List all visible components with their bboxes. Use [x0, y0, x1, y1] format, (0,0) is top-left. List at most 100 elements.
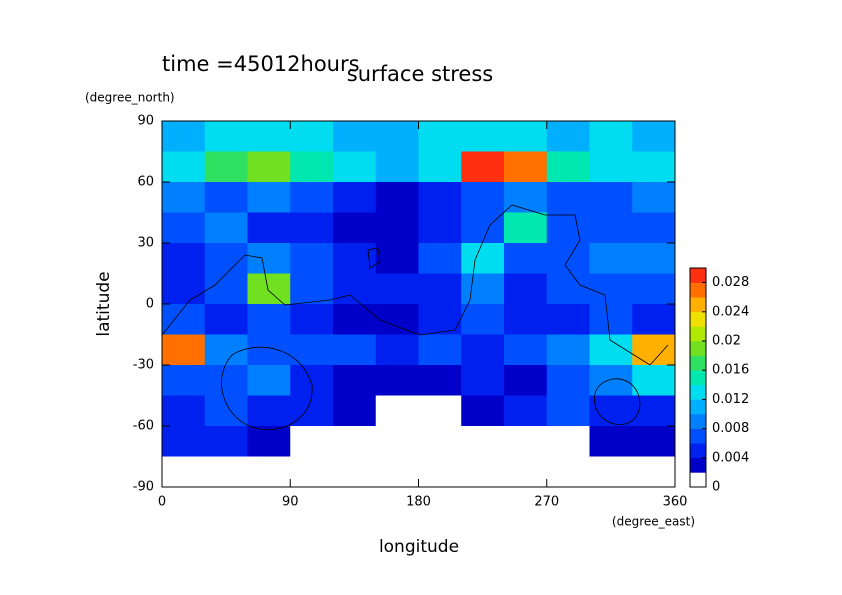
contour-cell — [204, 304, 248, 335]
contour-cell — [546, 182, 590, 213]
contour-cell — [632, 151, 676, 183]
x-axis-label: longitude — [379, 537, 459, 557]
colorbar-tick-label: 0.008 — [712, 421, 749, 436]
coastline — [161, 204, 669, 366]
contour-cell — [247, 182, 291, 213]
contour-cell — [204, 365, 248, 396]
colorbar-band — [690, 297, 706, 313]
contour-cell — [290, 121, 334, 152]
contour-cell — [589, 426, 633, 457]
contour-cell — [504, 304, 548, 335]
colorbar-band — [690, 428, 706, 444]
colorbar-band — [690, 443, 706, 459]
contour-cell — [589, 304, 633, 335]
contour-cell — [375, 304, 419, 335]
contour-cell — [162, 365, 206, 396]
contour-cell — [632, 456, 676, 488]
colorbar-band — [690, 399, 706, 415]
colorbar-band — [690, 370, 706, 386]
contour-cell — [162, 182, 206, 213]
contour-cell — [375, 395, 419, 427]
contour-cell — [333, 212, 377, 244]
contour-cell — [333, 426, 377, 457]
contour-cell — [632, 426, 676, 457]
y-tick-label: 60 — [137, 175, 154, 190]
contour-cell — [632, 212, 676, 244]
contour-cell — [504, 365, 548, 396]
contour-cell — [204, 151, 248, 183]
contour-cell — [504, 426, 548, 457]
contour-cell — [375, 456, 419, 488]
colorbar-band — [690, 282, 706, 298]
y-tick-label: 30 — [137, 236, 154, 251]
contour-cell — [162, 273, 206, 305]
contour-cell — [546, 334, 590, 366]
contour-cell — [333, 243, 377, 274]
contour-cell — [333, 151, 377, 183]
contour-cell — [333, 304, 377, 335]
contour-cell — [418, 273, 462, 305]
contour-cell — [204, 182, 248, 213]
colorbar-band — [690, 326, 706, 342]
colorbar-band — [690, 311, 706, 327]
y-tick-label: 0 — [146, 297, 154, 312]
contour-cell — [418, 212, 462, 244]
contour-cell — [418, 334, 462, 366]
contour-cell — [375, 151, 419, 183]
contour-cell — [418, 456, 462, 488]
contour-cell — [162, 334, 206, 366]
contour-cell — [546, 121, 590, 152]
contour-cell — [247, 243, 291, 274]
contour-cell — [290, 182, 334, 213]
contour-cell — [247, 151, 291, 183]
contour-cell — [247, 121, 291, 152]
contour-cell — [546, 426, 590, 457]
contour-cell — [589, 212, 633, 244]
contour-cell — [418, 426, 462, 457]
contour-cell — [375, 365, 419, 396]
colorbar-band — [690, 268, 706, 283]
y-unit: (degree_north) — [85, 91, 175, 105]
colorbar-tick-label: 0.024 — [712, 304, 749, 319]
axes: 0 90 180 270 360 -90 -60 -30 0 30 60 90 — [133, 114, 688, 510]
contour-cell — [375, 212, 419, 244]
contour-cell — [461, 304, 505, 335]
contour-cell — [204, 243, 248, 274]
contour-field — [162, 121, 676, 488]
contour-cell — [632, 365, 676, 396]
contour-cell — [546, 273, 590, 305]
contour-cell — [418, 151, 462, 183]
coastline — [221, 346, 313, 430]
contour-cell — [418, 365, 462, 396]
contour-cell — [375, 334, 419, 366]
contour-cell — [461, 456, 505, 488]
contour-cell — [333, 334, 377, 366]
y-tick-label: -90 — [133, 480, 154, 495]
colorbar-band — [690, 472, 706, 488]
contour-cell — [162, 212, 206, 244]
contour-cell — [546, 151, 590, 183]
contour-cell — [461, 395, 505, 427]
contour-cell — [461, 426, 505, 457]
contour-cell — [589, 151, 633, 183]
contour-cell — [375, 182, 419, 213]
contour-cell — [589, 182, 633, 213]
contour-cell — [546, 212, 590, 244]
contour-cell — [546, 395, 590, 427]
colorbar: 0 0.004 0.008 0.012 0.016 0.02 0.024 0.028 — [689, 267, 749, 495]
colorbar-tick-label: 0.016 — [712, 363, 749, 378]
x-tick-label: 180 — [406, 495, 431, 510]
contour-cell — [504, 121, 548, 152]
contour-cell — [461, 121, 505, 152]
coastlines — [161, 204, 669, 430]
x-tick-label: 0 — [158, 495, 166, 510]
colorbar-band — [690, 341, 706, 356]
contour-cell — [632, 273, 676, 305]
contour-cell — [504, 212, 548, 244]
contour-cell — [162, 426, 206, 457]
contour-cell — [375, 426, 419, 457]
contour-cell — [632, 182, 676, 213]
x-tick-label: 90 — [282, 495, 299, 510]
contour-cell — [290, 426, 334, 457]
coastline — [593, 378, 641, 425]
